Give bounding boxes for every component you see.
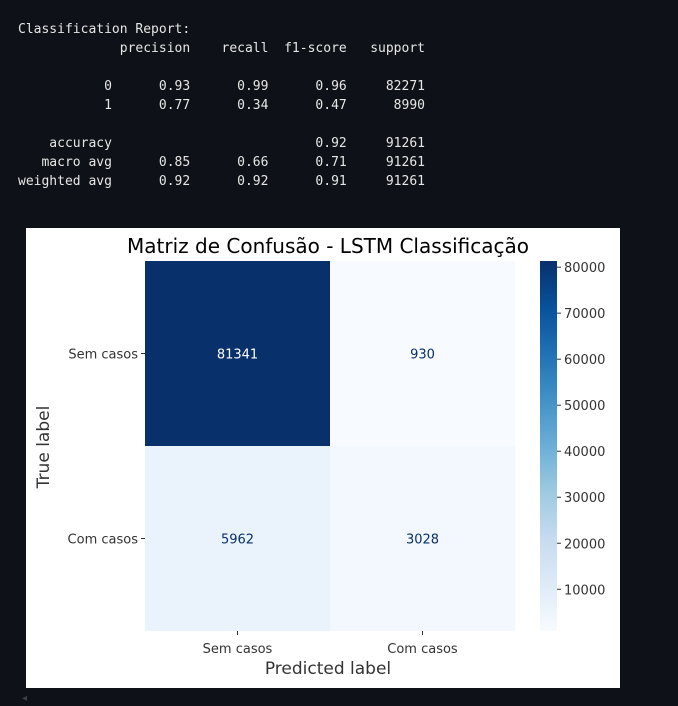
confusion-matrix-chart: Matriz de Confusão - LSTM Classificação … [34,234,605,679]
cell-value-label: 5962 [221,533,254,548]
x-tick-label: Com casos [387,642,458,657]
cell-value-label: 930 [410,348,435,363]
x-axis-label: Predicted label [265,659,391,679]
cell-value-label: 81341 [217,348,258,363]
colorbar-tick-label: 40000 [564,445,605,460]
y-tick-label: Com casos [68,533,139,548]
classification-report: Classification Report: precision recall … [18,22,425,189]
heatmap-cells: 81341 930 5962 3028 Sem casos Com casos Sem ca… [68,261,515,657]
cell-value-label: 3028 [406,533,439,548]
heatmap-cell [330,261,515,446]
colorbar-ticks: 10000 20000 30000 40000 50000 60000 70000 80000 [557,261,605,598]
colorbar-tick-label: 10000 [564,583,605,598]
colorbar-tick-label: 30000 [564,491,605,506]
colorbar-tick-label: 20000 [564,537,605,552]
heatmap-cell [145,446,330,631]
colorbar-tick-label: 70000 [564,307,605,322]
x-tick-label: Sem casos [203,642,273,657]
colorbar-tick-label: 60000 [564,353,605,368]
scroll-left-icon[interactable]: ◂ [22,693,28,704]
y-axis-label: True label [34,406,54,490]
y-tick-label: Sem casos [68,348,138,363]
confusion-matrix-figure: Matriz de Confusão - LSTM Classificação … [26,228,620,688]
colorbar [540,261,557,631]
colorbar-tick-label: 50000 [564,399,605,414]
chart-title: Matriz de Confusão - LSTM Classificação [127,234,529,258]
colorbar-tick-label: 80000 [564,261,605,276]
heatmap-cell [145,261,330,446]
heatmap-cell [330,446,515,631]
